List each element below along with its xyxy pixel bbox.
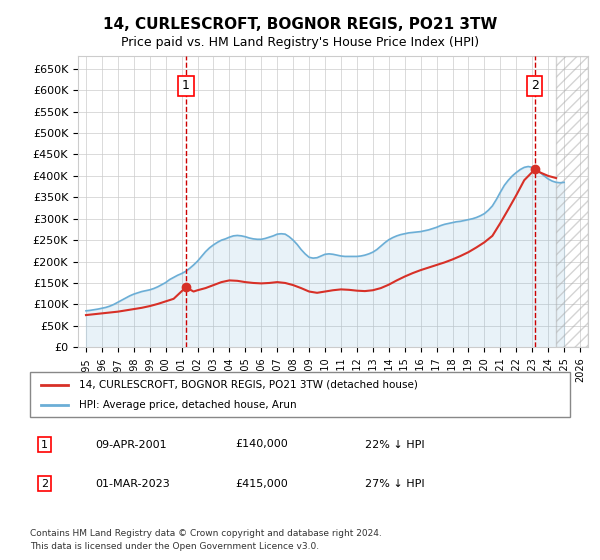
Text: 01-MAR-2023: 01-MAR-2023 xyxy=(95,479,170,488)
Text: Price paid vs. HM Land Registry's House Price Index (HPI): Price paid vs. HM Land Registry's House … xyxy=(121,36,479,49)
Text: 22% ↓ HPI: 22% ↓ HPI xyxy=(365,440,424,450)
Text: £140,000: £140,000 xyxy=(235,440,288,450)
Text: 2: 2 xyxy=(531,80,539,92)
Text: This data is licensed under the Open Government Licence v3.0.: This data is licensed under the Open Gov… xyxy=(30,542,319,551)
Text: 27% ↓ HPI: 27% ↓ HPI xyxy=(365,479,424,488)
Text: 14, CURLESCROFT, BOGNOR REGIS, PO21 3TW: 14, CURLESCROFT, BOGNOR REGIS, PO21 3TW xyxy=(103,17,497,32)
Text: £415,000: £415,000 xyxy=(235,479,288,488)
Text: Contains HM Land Registry data © Crown copyright and database right 2024.: Contains HM Land Registry data © Crown c… xyxy=(30,529,382,538)
Text: 2: 2 xyxy=(41,479,48,488)
Text: 14, CURLESCROFT, BOGNOR REGIS, PO21 3TW (detached house): 14, CURLESCROFT, BOGNOR REGIS, PO21 3TW … xyxy=(79,380,418,390)
Text: 1: 1 xyxy=(182,80,190,92)
FancyBboxPatch shape xyxy=(30,372,570,417)
Text: HPI: Average price, detached house, Arun: HPI: Average price, detached house, Arun xyxy=(79,400,296,410)
Text: 1: 1 xyxy=(41,440,48,450)
Text: 09-APR-2001: 09-APR-2001 xyxy=(95,440,166,450)
